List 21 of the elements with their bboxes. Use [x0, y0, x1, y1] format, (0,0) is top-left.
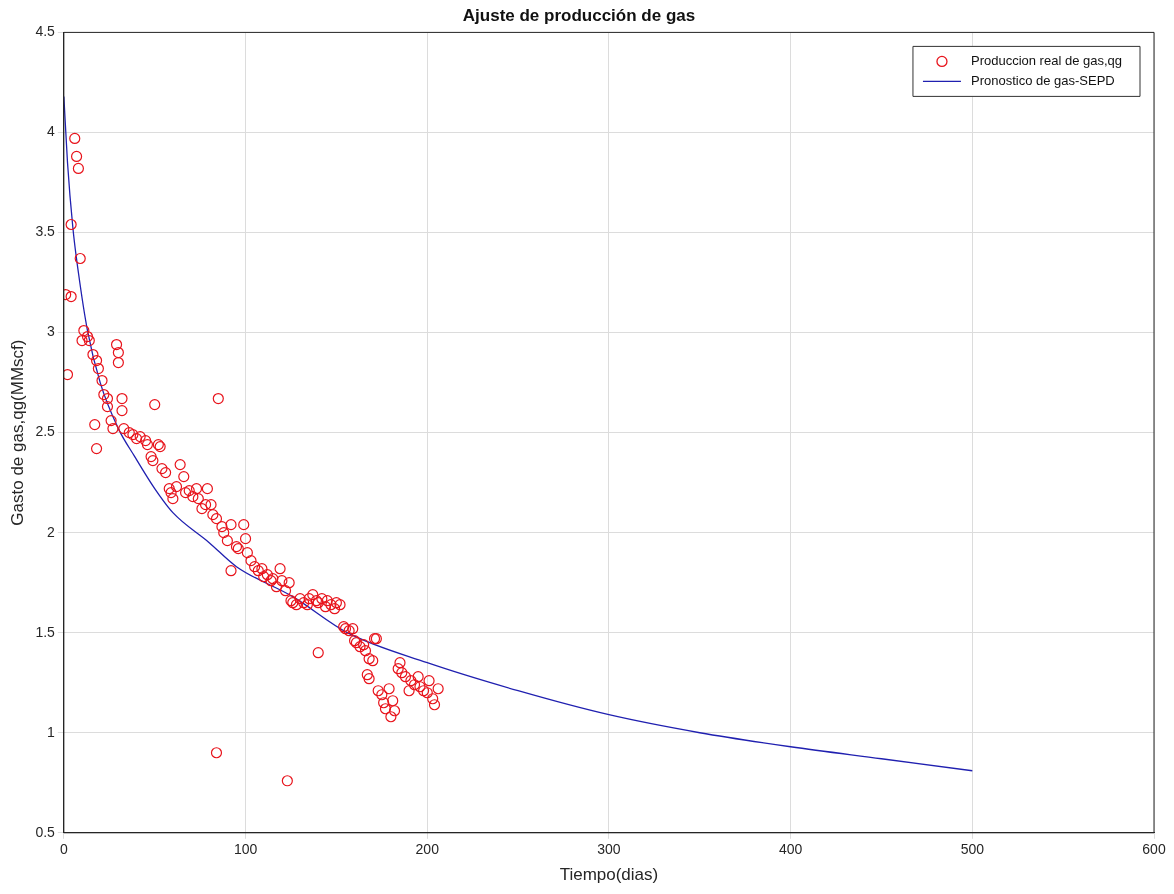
y-tick-label: 3: [47, 323, 56, 340]
y-axis-title: Gasto de gas,qg(MMscf): [7, 339, 27, 526]
x-axis-title: Tiempo(dias): [559, 865, 659, 885]
y-tick-label: 4.5: [35, 23, 56, 40]
x-tick-label: 300: [597, 841, 621, 858]
y-tick-label: 2.5: [35, 423, 56, 440]
chart-title: Ajuste de producción de gas: [462, 5, 696, 25]
y-tick-label: 1.5: [35, 623, 56, 640]
x-tick-label: 0: [59, 841, 68, 858]
y-tick-label: 0.5: [35, 823, 56, 840]
x-tick-label: 600: [1142, 841, 1166, 858]
legend-label: Produccion real de gas,qg: [970, 52, 1122, 68]
x-tick-label: 100: [233, 841, 258, 858]
y-tick-label: 2: [47, 523, 56, 540]
legend-label: Pronostico de gas-SEPD: [970, 72, 1115, 88]
x-tick-label: 400: [778, 841, 803, 858]
x-tick-label: 500: [960, 841, 985, 858]
y-tick-label: 1: [47, 723, 56, 740]
x-tick-label: 200: [415, 841, 440, 858]
y-tick-label: 4: [47, 123, 56, 140]
y-tick-label: 3.5: [35, 223, 56, 240]
